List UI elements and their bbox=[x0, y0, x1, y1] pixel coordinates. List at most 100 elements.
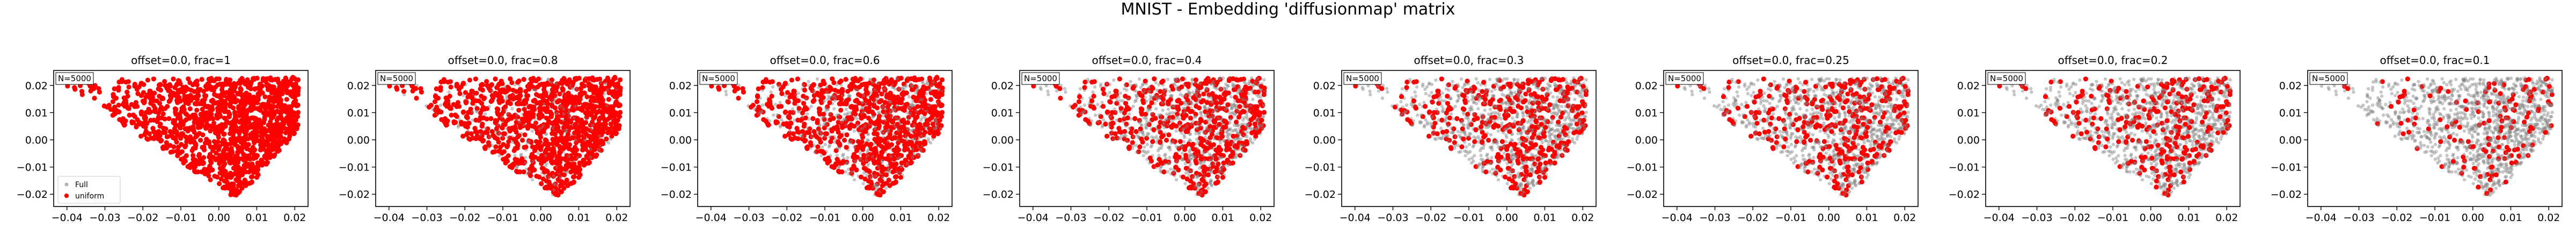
point-uniform bbox=[258, 129, 264, 134]
legend-marker-full bbox=[64, 182, 69, 187]
point-uniform bbox=[226, 154, 231, 159]
point-uniform bbox=[274, 109, 280, 114]
point-uniform bbox=[242, 177, 247, 183]
y-tick-label: 0.02 bbox=[25, 80, 48, 92]
point-uniform bbox=[199, 77, 204, 82]
point-uniform bbox=[502, 131, 508, 137]
point-uniform bbox=[138, 81, 144, 86]
subplot-title: offset=0.0, frac=1 bbox=[131, 54, 231, 67]
point-uniform bbox=[237, 181, 243, 187]
x-tick-label: −0.01 bbox=[165, 212, 196, 224]
point-uniform bbox=[295, 77, 301, 82]
point-uniform bbox=[183, 143, 188, 148]
point-uniform bbox=[279, 122, 284, 127]
point-uniform bbox=[428, 103, 434, 108]
point-uniform bbox=[96, 86, 101, 91]
point-uniform bbox=[478, 115, 483, 120]
point-uniform bbox=[238, 86, 244, 92]
point-uniform bbox=[194, 133, 200, 138]
point-uniform bbox=[110, 99, 116, 104]
point-uniform bbox=[129, 119, 135, 124]
point-full bbox=[530, 129, 535, 133]
point-uniform bbox=[173, 111, 179, 117]
point-uniform bbox=[606, 97, 611, 102]
point-full bbox=[530, 178, 535, 182]
point-uniform bbox=[192, 168, 197, 174]
point-uniform bbox=[185, 127, 191, 132]
point-uniform bbox=[238, 77, 243, 83]
point-uniform bbox=[434, 104, 440, 110]
point-uniform bbox=[595, 122, 601, 127]
point-full bbox=[524, 155, 528, 160]
point-uniform bbox=[502, 89, 508, 95]
point-uniform bbox=[241, 163, 247, 168]
x-tick-label: 0.01 bbox=[245, 212, 268, 224]
point-uniform bbox=[134, 104, 140, 109]
point-uniform bbox=[243, 158, 248, 163]
point-uniform bbox=[217, 93, 222, 98]
point-uniform bbox=[594, 77, 599, 82]
point-uniform bbox=[203, 124, 208, 130]
point-uniform bbox=[116, 85, 121, 90]
point-uniform bbox=[292, 84, 298, 89]
point-uniform bbox=[581, 102, 587, 108]
point-uniform bbox=[204, 139, 210, 144]
point-uniform bbox=[526, 87, 532, 92]
point-uniform bbox=[208, 144, 213, 150]
point-uniform bbox=[254, 164, 260, 169]
point-full bbox=[515, 113, 519, 117]
point-uniform bbox=[167, 129, 173, 134]
subplot-1: offset=0.0, frac=1−0.04 −0.03 −0.02 −0.01 0.… bbox=[17, 54, 309, 224]
point-uniform bbox=[181, 160, 186, 166]
point-uniform bbox=[545, 80, 550, 86]
point-uniform bbox=[175, 132, 180, 138]
point-uniform bbox=[513, 124, 518, 130]
point-uniform bbox=[155, 132, 161, 138]
legend-label-uniform: uniform bbox=[75, 192, 104, 201]
point-uniform bbox=[572, 76, 578, 81]
point-uniform bbox=[401, 89, 407, 94]
point-uniform bbox=[271, 84, 276, 90]
point-uniform bbox=[145, 77, 150, 83]
point-uniform bbox=[125, 105, 131, 111]
point-uniform bbox=[251, 137, 257, 143]
scatter-points bbox=[384, 75, 623, 198]
point-full bbox=[483, 112, 487, 116]
point-uniform bbox=[201, 160, 206, 166]
point-full bbox=[538, 127, 541, 131]
subplot-title: offset=0.0, frac=0.8 bbox=[448, 54, 558, 67]
point-uniform bbox=[220, 167, 225, 173]
point-uniform bbox=[146, 94, 151, 99]
point-uniform bbox=[186, 76, 191, 82]
point-uniform bbox=[287, 104, 292, 110]
point-uniform bbox=[273, 122, 279, 127]
figure-title: MNIST - Embedding 'diffusionmap' matrix bbox=[1121, 0, 1455, 19]
point-full bbox=[506, 112, 510, 116]
point-uniform bbox=[279, 129, 284, 135]
point-uniform bbox=[167, 143, 173, 148]
point-uniform bbox=[162, 79, 167, 84]
point-uniform bbox=[112, 86, 117, 91]
point-full bbox=[590, 123, 595, 127]
point-uniform bbox=[479, 82, 484, 88]
point-uniform bbox=[467, 137, 473, 142]
point-uniform bbox=[443, 123, 449, 128]
point-uniform bbox=[243, 169, 248, 175]
point-uniform bbox=[284, 97, 289, 102]
point-uniform bbox=[207, 165, 213, 170]
point-uniform bbox=[584, 153, 590, 159]
point-uniform bbox=[139, 109, 144, 115]
legend-marker-uniform bbox=[64, 193, 69, 198]
point-uniform bbox=[111, 94, 116, 99]
point-uniform bbox=[208, 177, 213, 182]
point-uniform bbox=[240, 121, 246, 126]
point-uniform bbox=[469, 131, 474, 137]
point-uniform bbox=[156, 115, 161, 120]
point-uniform bbox=[188, 88, 194, 93]
point-uniform bbox=[617, 77, 623, 82]
point-uniform bbox=[181, 107, 187, 112]
point-uniform bbox=[164, 86, 170, 91]
point-uniform bbox=[490, 150, 495, 155]
point-uniform bbox=[201, 112, 206, 117]
